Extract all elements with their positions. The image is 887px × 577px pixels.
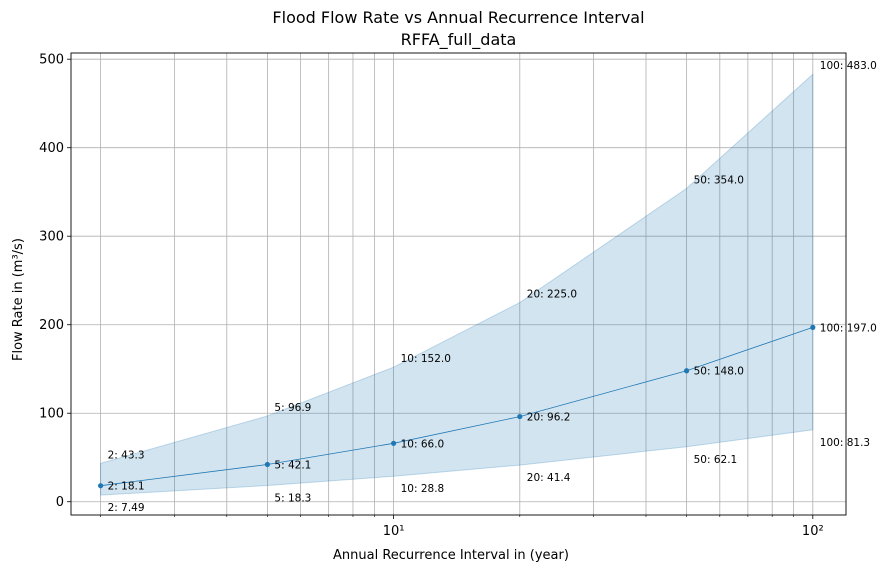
lower-bound-label: 10: 28.8 <box>401 483 445 495</box>
median-data-label: 20: 96.2 <box>527 412 571 424</box>
data-point <box>97 483 104 489</box>
y-axis-label: Flow Rate in (m³/s) <box>11 238 26 361</box>
plot-frame <box>70 52 847 516</box>
y-tick-label: 500 <box>39 53 64 68</box>
confidence-band-area <box>100 73 814 496</box>
x-axis-label: Annual Recurrence Interval in (year) <box>333 548 569 563</box>
median-data-label: 2: 18.1 <box>108 481 145 493</box>
data-labels: 2: 18.1 2: 43.3 2: 7.49 5: 42.1 5: 96.9 5: 18… <box>108 60 877 514</box>
y-tick-label: 0 <box>56 495 64 510</box>
median-data-label: 10: 66.0 <box>401 438 445 450</box>
y-tick-label: 400 <box>39 141 64 156</box>
confidence-band <box>100 73 814 496</box>
data-point <box>517 413 523 420</box>
upper-bound-label: 5: 96.9 <box>274 402 311 414</box>
chart-subtitle: RFFA_full_data <box>400 30 517 49</box>
data-point <box>391 440 397 446</box>
grid <box>71 53 846 515</box>
lower-bound-label: 5: 18.3 <box>274 493 311 505</box>
axes: 0 100 200 300 400 500 10¹ 10² <box>39 52 847 539</box>
upper-bound-label: 100: 483.0 <box>820 60 877 72</box>
x-tick-label: 10² <box>802 524 824 539</box>
y-tick-label: 200 <box>39 318 64 333</box>
lower-bound-label: 20: 41.4 <box>527 472 571 484</box>
data-point <box>810 324 816 330</box>
chart-title: Flood Flow Rate vs Annual Recurrence Int… <box>272 8 645 27</box>
upper-bound-label: 10: 152.0 <box>401 353 451 365</box>
data-point <box>264 461 271 468</box>
lower-bound-label: 100: 81.3 <box>820 437 870 449</box>
lower-bound-label: 50: 62.1 <box>694 454 738 466</box>
data-point <box>684 368 690 374</box>
upper-bound-label: 2: 43.3 <box>108 449 145 461</box>
median-data-label: 50: 148.0 <box>694 366 744 378</box>
x-tick-label: 10¹ <box>383 524 405 539</box>
lower-bound-label: 2: 7.49 <box>108 502 145 514</box>
upper-bound-label: 20: 225.0 <box>527 289 577 301</box>
upper-bound-label: 50: 354.0 <box>694 174 744 186</box>
y-tick-label: 100 <box>39 407 64 422</box>
series-line <box>100 326 813 487</box>
median-data-label: 100: 197.0 <box>820 322 877 334</box>
y-tick-label: 300 <box>39 230 64 245</box>
median-series <box>97 324 816 489</box>
median-data-label: 5: 42.1 <box>274 459 311 471</box>
